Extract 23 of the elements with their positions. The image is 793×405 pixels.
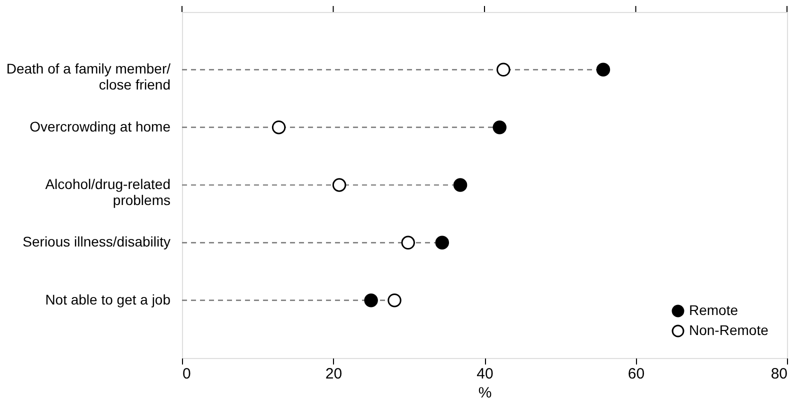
legend-label: Remote [689,302,738,318]
y-tick-label: Alcohol/drug-related problems [45,176,170,208]
y-tick-label: Not able to get a job [45,291,171,308]
point [496,62,510,77]
point [401,236,415,250]
x-tick-label: 80 [770,366,788,382]
y-tick-label: Overcrowding at home [30,118,171,134]
x-tick-label: 0 [182,366,191,382]
x-tick-label: 40 [476,366,494,382]
y-tick-label: Serious illness/disability [22,234,170,250]
legend-label: Non-Remote [689,322,769,338]
point [332,178,346,192]
x-tick-label: 60 [628,366,645,382]
point [492,120,506,134]
y-tick-label: Death of a family member/ close friend [6,60,171,93]
x-tick-label: 20 [325,366,342,382]
point [453,178,468,192]
point [272,120,286,134]
point [388,293,402,308]
point [435,236,450,250]
point [364,293,378,308]
point [596,62,610,77]
x-axis-title: % [478,384,492,402]
